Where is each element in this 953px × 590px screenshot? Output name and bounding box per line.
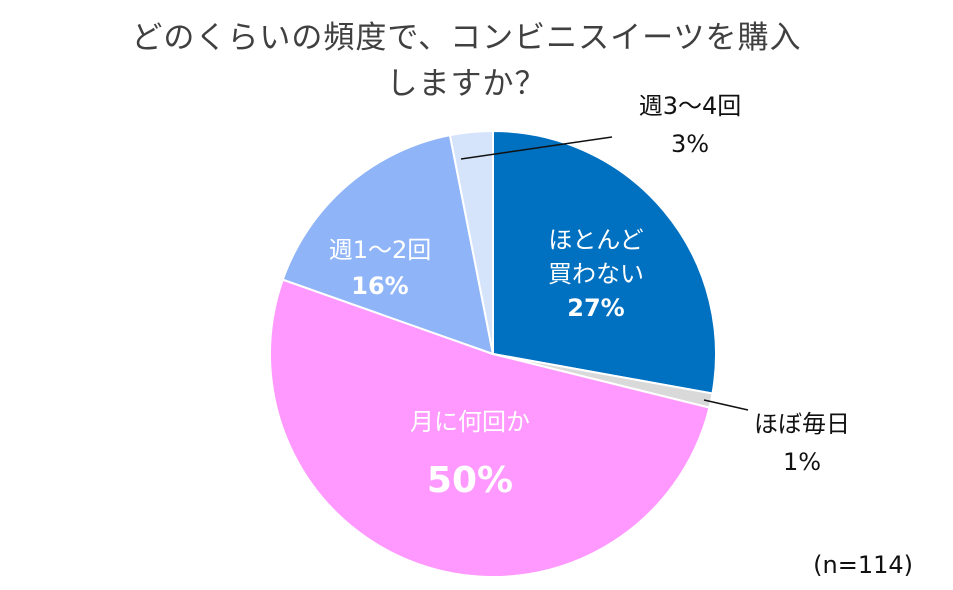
slice-value-label-2: 50% [427,460,513,501]
chart-title-line-1: どのくらいの頻度で、コンビニスイーツを購入 [131,20,802,56]
slice-value-label-0: 27% [567,294,624,322]
slice-label-1-0: ほぼ毎日 [754,410,850,438]
pie-slice-3 [281,134,495,356]
slice-value-label-1: 1% [783,448,821,476]
slice-label-4-0: 週3～4回 [639,92,742,120]
sample-size-note: (n=114) [813,551,913,579]
chart-title-line-2: しますか？ [386,66,547,102]
slice-label-0-1: 買わない [548,260,644,288]
slice-value-label-4: 3% [671,130,709,158]
pie-slice-0 [492,129,717,395]
leader-line-1 [703,399,749,411]
pie-slice-2 [269,278,711,579]
slice-label-0-0: ほとんど [548,226,643,254]
leader-line-4 [460,136,613,160]
slice-label-3-0: 週1～2回 [329,236,432,264]
slice-label-2-0: 月に何回か [410,408,530,436]
pie-slice-4 [448,129,494,355]
slice-value-label-3: 16% [351,272,408,300]
